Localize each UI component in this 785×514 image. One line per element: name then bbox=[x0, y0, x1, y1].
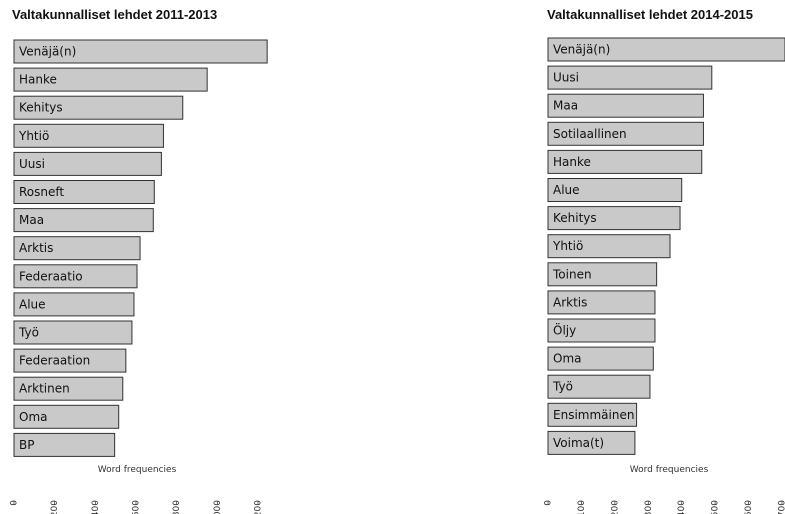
bar-label-alue: Alue bbox=[553, 183, 580, 197]
bar-label-yhtio: Yhtiö bbox=[18, 129, 49, 143]
x-tick-label: 400 bbox=[91, 500, 101, 514]
bar-label-venaja-n: Venäjä(n) bbox=[553, 43, 610, 57]
bar-label-sotilaallinen: Sotilaallinen bbox=[553, 127, 627, 141]
bar-alue bbox=[13, 292, 135, 317]
bar-label-alue: Alue bbox=[19, 297, 46, 311]
x-tick-label: 200 bbox=[50, 500, 60, 514]
bar-oma bbox=[547, 346, 654, 371]
bar-label-hanke: Hanke bbox=[19, 73, 57, 87]
bar-yhtio bbox=[547, 234, 671, 259]
bar-oma bbox=[13, 404, 120, 429]
x-tick-label: 600 bbox=[744, 500, 754, 514]
bar-venaja-n bbox=[547, 37, 785, 62]
bar-ensimmainen bbox=[547, 402, 638, 427]
bar-label-federaation: Federaation bbox=[19, 354, 90, 368]
bar-label-arktis: Arktis bbox=[19, 241, 53, 255]
bar-label-uusi: Uusi bbox=[553, 71, 579, 85]
bar-label-oma: Oma bbox=[553, 352, 582, 366]
x-tick-label: 0 bbox=[10, 500, 20, 506]
bar-bp bbox=[13, 432, 116, 457]
bar-label-toinen: Toinen bbox=[552, 267, 592, 281]
bar-label-maa: Maa bbox=[553, 99, 578, 113]
bar-tyo bbox=[13, 320, 133, 345]
bar-label-rosneft: Rosneft bbox=[19, 185, 64, 199]
bar-label-arktinen: Arktinen bbox=[19, 382, 70, 396]
bar-label-federaatio: Federaatio bbox=[19, 269, 83, 283]
bar-toinen bbox=[547, 262, 658, 287]
bar-arktis bbox=[547, 290, 656, 315]
bar-sotilaallinen bbox=[547, 121, 704, 146]
bar-label-kehitys: Kehitys bbox=[19, 101, 63, 115]
bar-label-hanke: Hanke bbox=[553, 155, 591, 169]
x-tick-label: 1200 bbox=[254, 500, 264, 514]
x-tick-label: 800 bbox=[172, 500, 182, 514]
bar-chart-2014-2015: Venäjä(n) Uusi Maa Sotilaallinen Hanke Alue Ke… bbox=[544, 37, 785, 514]
bar-federaatio bbox=[13, 264, 138, 289]
bar-federaation bbox=[13, 348, 127, 373]
bar-label-yhtio: Yhtiö bbox=[552, 239, 583, 253]
bar-venaja-n bbox=[13, 39, 268, 64]
bar-kehitys bbox=[13, 95, 184, 120]
bar-tyo bbox=[547, 374, 651, 399]
x-axis-label: Word frequencies bbox=[630, 465, 709, 475]
x-tick-label: 1000 bbox=[213, 500, 223, 514]
bar-label-arktis: Arktis bbox=[553, 295, 587, 309]
bar-label-tyo: Työ bbox=[552, 380, 573, 394]
bar-hanke bbox=[547, 149, 703, 174]
chart-panel-2014-2015: Valtakunnalliset lehdet 2014-2015 Venäjä… bbox=[392, 0, 785, 514]
chart-title: Valtakunnalliset lehdet 2014-2015 bbox=[547, 7, 753, 22]
bar-rosneft bbox=[13, 180, 155, 204]
bar-maa bbox=[547, 93, 704, 118]
bar-maa bbox=[13, 208, 154, 233]
bar-kehitys bbox=[547, 206, 681, 231]
x-tick-label: 700 bbox=[778, 500, 785, 514]
bar-label-maa: Maa bbox=[19, 213, 44, 227]
bar-uusi bbox=[13, 151, 162, 176]
bar-arktinen bbox=[13, 376, 124, 401]
x-tick-label: 0 bbox=[544, 500, 554, 506]
bar-chart-2011-2013: Venäjä(n) Hanke Kehitys Yhtiö Uusi Rosneft Maa… bbox=[10, 39, 268, 514]
bar-uusi bbox=[547, 65, 713, 90]
bar-voima-t bbox=[547, 430, 636, 455]
bar-label-kehitys: Kehitys bbox=[553, 211, 597, 225]
bar-label-voima-t: Voima(t) bbox=[553, 436, 604, 450]
bar-hanke bbox=[13, 67, 208, 92]
bar-label-bp: BP bbox=[19, 438, 34, 452]
x-tick-label: 100 bbox=[577, 500, 587, 514]
bar-label-oljy: Öljy bbox=[553, 322, 576, 338]
chart-panel-2011-2013: Valtakunnalliset lehdet 2011-2013 Venäjä… bbox=[0, 0, 392, 514]
x-tick-label: 300 bbox=[644, 500, 654, 514]
bar-yhtio bbox=[13, 123, 164, 148]
x-tick-label: 200 bbox=[610, 500, 620, 514]
bar-alue bbox=[547, 178, 683, 202]
bar-oljy bbox=[547, 318, 656, 343]
bar-label-oma: Oma bbox=[19, 410, 48, 424]
bar-label-ensimmainen: Ensimmäinen bbox=[553, 408, 634, 422]
bar-arktis bbox=[13, 236, 141, 261]
x-axis-label: Word frequencies bbox=[98, 465, 177, 475]
bar-label-tyo: Työ bbox=[18, 326, 39, 340]
x-tick-label: 500 bbox=[711, 500, 721, 514]
bar-label-venaja-n: Venäjä(n) bbox=[19, 45, 76, 59]
bar-label-uusi: Uusi bbox=[19, 157, 45, 171]
x-tick-label: 400 bbox=[677, 500, 687, 514]
chart-title: Valtakunnalliset lehdet 2011-2013 bbox=[12, 7, 218, 22]
x-tick-label: 600 bbox=[132, 500, 142, 514]
